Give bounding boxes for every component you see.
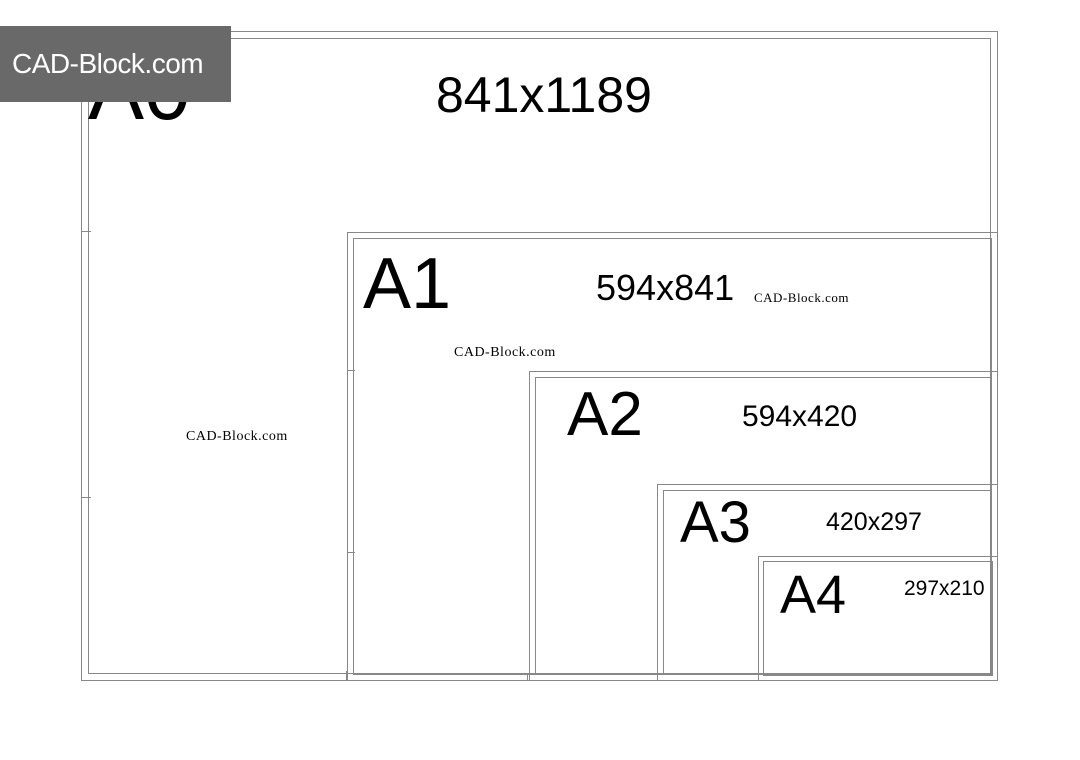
tick-mark bbox=[81, 231, 91, 232]
sheet-dim-a3: 420x297 bbox=[826, 510, 922, 535]
watermark-text: CAD-Block.com bbox=[186, 429, 288, 445]
watermark-badge-text: CAD-Block.com bbox=[12, 48, 203, 79]
watermark-badge: CAD-Block.com bbox=[0, 26, 231, 102]
tick-mark bbox=[527, 673, 528, 681]
watermark-text: CAD-Block.com bbox=[454, 345, 556, 361]
sheet-label-a3: A3 bbox=[680, 494, 751, 552]
sheet-dim-a2: 594x420 bbox=[742, 402, 857, 432]
sheet-label-a1: A1 bbox=[363, 248, 451, 320]
sheet-dim-a4: 297x210 bbox=[904, 578, 985, 599]
sheet-label-a2: A2 bbox=[567, 384, 643, 446]
sheet-dim-a1: 594x841 bbox=[596, 270, 734, 306]
sheet-dim-a0: 841x1189 bbox=[436, 70, 652, 120]
tick-mark bbox=[347, 552, 355, 553]
sheet-label-a4: A4 bbox=[780, 568, 846, 622]
tick-mark bbox=[347, 370, 355, 371]
watermark-text: CAD-Block.com bbox=[754, 290, 849, 306]
tick-mark bbox=[81, 497, 91, 498]
